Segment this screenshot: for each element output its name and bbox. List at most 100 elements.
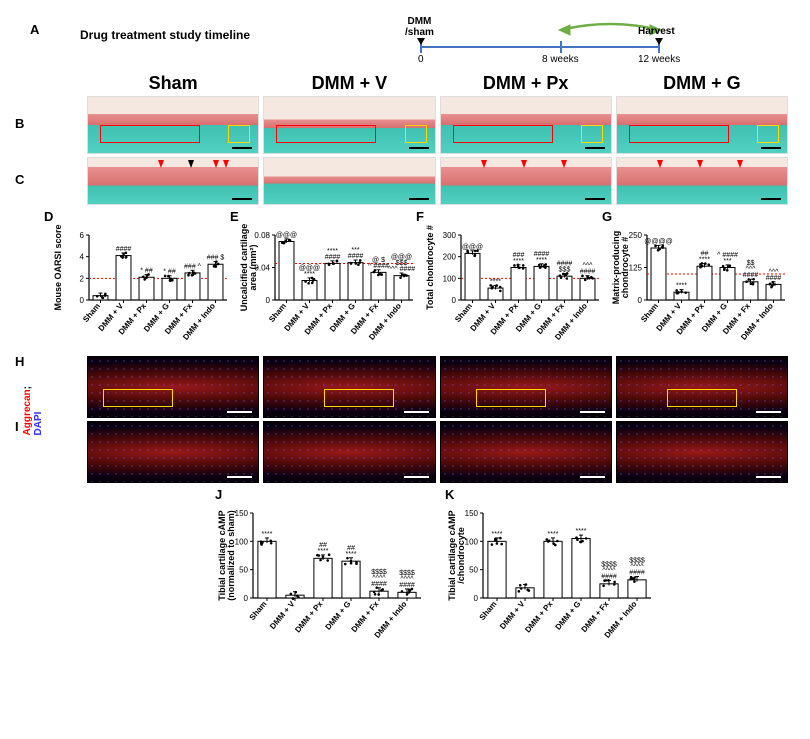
svg-text:50: 50 xyxy=(469,566,478,575)
timeline-tick-label-8: 8 weeks xyxy=(542,54,579,65)
chart-e: E00.040.08Sham@@@DMM + V@@@****DMM + Px*… xyxy=(236,213,418,348)
header-dmmg: DMM + G xyxy=(614,73,790,94)
column-headers: Sham DMM + V DMM + Px DMM + G xyxy=(20,73,790,94)
svg-text:DMM + G: DMM + G xyxy=(553,600,582,632)
scale-bar xyxy=(585,198,605,200)
svg-text:^ ####: ^ #### xyxy=(368,263,389,270)
svg-text:****: **** xyxy=(699,257,710,264)
svg-text:100: 100 xyxy=(443,274,457,283)
timeline: DMM/sham Harvest 0 8 weeks 12 weeks xyxy=(390,18,690,63)
svg-text:****: **** xyxy=(262,531,273,538)
panel-h-label: H xyxy=(15,354,24,369)
fluor-i-dmmg xyxy=(616,421,788,483)
svg-text:****: **** xyxy=(536,257,547,264)
fluor-h-dmmpx xyxy=(440,356,612,418)
red-arrow-icon xyxy=(737,160,743,168)
roi-red-box xyxy=(100,125,200,143)
svg-text:DMM + Px: DMM + Px xyxy=(293,599,325,634)
chart-g: G0125250Sham@@@@DMM + V****DMM + Px##***… xyxy=(608,213,790,348)
charts-j-k: J050100150Sham****DMM + VDMM + Px##****D… xyxy=(20,491,790,646)
svg-text:area (mm²): area (mm²) xyxy=(248,244,258,290)
triangle-marker-harvest xyxy=(655,38,663,45)
panel-f-label: F xyxy=(416,209,424,224)
timeline-label-dmm: DMM/sham xyxy=(405,16,434,38)
scale-bar xyxy=(756,411,781,413)
roi-yellow-box xyxy=(667,389,737,407)
svg-text:####: #### xyxy=(371,581,387,588)
svg-text:* ##: * ## xyxy=(163,269,176,276)
svg-text:Sham: Sham xyxy=(81,302,102,324)
svg-text:50: 50 xyxy=(239,566,248,575)
histology-b-dmmg xyxy=(616,96,788,154)
triangle-marker-0 xyxy=(417,38,425,45)
roi-yellow-box xyxy=(476,389,546,407)
svg-text:200: 200 xyxy=(443,253,457,262)
histology-c-sham xyxy=(87,157,259,205)
svg-text:150: 150 xyxy=(235,509,249,518)
histology-c-dmmpx xyxy=(440,157,612,205)
fluor-i-dmmpx xyxy=(440,421,612,483)
svg-text:@@@@: @@@@ xyxy=(644,238,672,245)
panel-k-label: K xyxy=(445,487,454,502)
scale-bar xyxy=(761,147,781,149)
chart-k: K050100150Sham****DMM + VDMM + Px****DMM… xyxy=(445,491,655,646)
svg-text:Sham: Sham xyxy=(453,302,474,324)
panel-h-row: Aggrecan; DAPI H xyxy=(20,356,790,418)
svg-text:### $: ### $ xyxy=(207,255,225,262)
roi-yellow-box xyxy=(405,125,427,143)
svg-text:0: 0 xyxy=(244,594,249,603)
panel-c-label: C xyxy=(15,172,24,187)
roi-red-box xyxy=(629,125,729,143)
fluor-i-sham xyxy=(87,421,259,483)
histology-b-dmmpx xyxy=(440,96,612,154)
charts-d-g: D0246ShamDMM + V####DMM + Px* ##DMM + G*… xyxy=(20,213,790,348)
svg-text:####: #### xyxy=(580,269,596,276)
red-arrow-icon xyxy=(481,160,487,168)
fluor-i-dmmv xyxy=(263,421,435,483)
red-arrow-icon xyxy=(561,160,567,168)
svg-text:Sham: Sham xyxy=(639,302,660,324)
timeline-title: Drug treatment study timeline xyxy=(80,28,250,42)
svg-text:Mouse OARSI score: Mouse OARSI score xyxy=(53,224,63,310)
svg-text:****: **** xyxy=(318,548,329,555)
timeline-label-harvest: Harvest xyxy=(638,26,675,37)
svg-text:****: **** xyxy=(676,283,687,290)
scale-bar xyxy=(404,476,429,478)
panel-i-row: I xyxy=(20,421,790,483)
svg-text:0: 0 xyxy=(452,296,457,305)
svg-text:* ##: * ## xyxy=(140,268,153,275)
svg-text:6: 6 xyxy=(80,231,85,240)
svg-text:4: 4 xyxy=(80,253,85,262)
svg-text:####: #### xyxy=(601,573,617,580)
svg-text:/chondrocyte: /chondrocyte xyxy=(456,527,466,584)
svg-text:Total chondrocyte #: Total chondrocyte # xyxy=(425,225,435,310)
svg-text:****: **** xyxy=(576,528,587,535)
figure-container: A Drug treatment study timeline DMM/sham… xyxy=(0,0,810,656)
svg-text:0: 0 xyxy=(266,296,271,305)
scale-bar xyxy=(580,476,605,478)
svg-text:Sham: Sham xyxy=(267,302,288,324)
roi-red-box xyxy=(453,125,553,143)
svg-text:####: #### xyxy=(348,253,364,260)
histology-c-dmmv xyxy=(263,157,435,205)
scale-bar xyxy=(409,198,429,200)
fluor-h-dmmv xyxy=(263,356,435,418)
chart-j: J050100150Sham****DMM + VDMM + Px##****D… xyxy=(215,491,425,646)
timeline-axis xyxy=(420,46,660,48)
scale-bar xyxy=(580,411,605,413)
svg-text:****: **** xyxy=(346,551,357,558)
svg-text:***: *** xyxy=(723,258,731,265)
svg-text:300: 300 xyxy=(443,231,457,240)
timeline-tick-label-0: 0 xyxy=(418,54,424,65)
scale-bar xyxy=(227,411,252,413)
svg-text:****: **** xyxy=(548,531,559,538)
panel-d-label: D xyxy=(44,209,53,224)
header-dmmpx: DMM + Px xyxy=(438,73,614,94)
red-arrow-icon xyxy=(521,160,527,168)
roi-yellow-box xyxy=(324,389,394,407)
fluor-h-dmmg xyxy=(616,356,788,418)
panel-i-label: I xyxy=(15,419,19,434)
panel-a-label: A xyxy=(30,22,39,37)
scale-bar xyxy=(232,147,252,149)
svg-text:Sham: Sham xyxy=(478,600,499,622)
